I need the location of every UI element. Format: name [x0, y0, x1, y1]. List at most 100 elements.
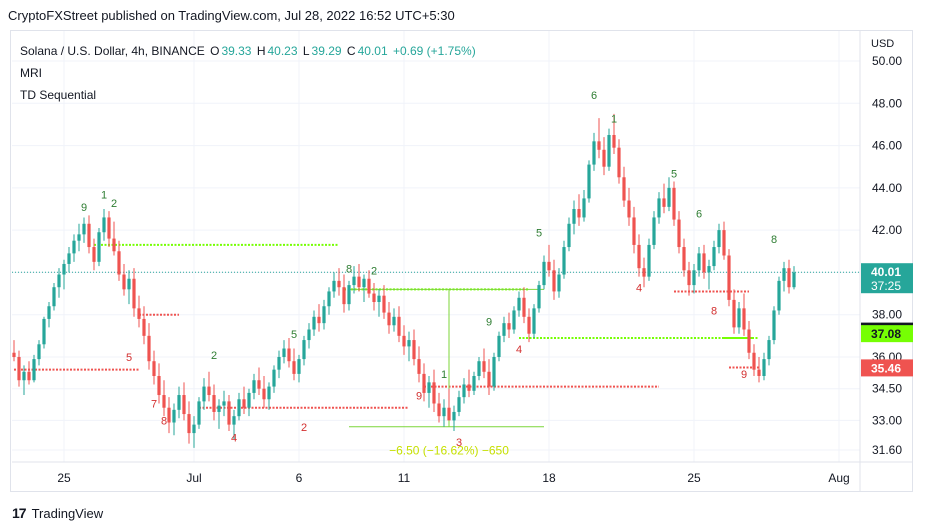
price-label-box: [861, 263, 913, 294]
candle-body: [97, 232, 101, 262]
td-count: 8: [711, 306, 717, 318]
footer[interactable]: 17 TradingView: [12, 505, 103, 521]
candle-body: [767, 340, 771, 360]
legend-indicator-mri[interactable]: MRI: [20, 66, 42, 80]
legend-symbol[interactable]: Solana / U.S. Dollar, 4h, BINANCE: [20, 44, 205, 58]
legend-ohlc-row: Solana / U.S. Dollar, 4h, BINANCE O 39.33…: [20, 40, 478, 62]
candle-body: [342, 287, 346, 305]
legend-close: 40.01: [357, 44, 388, 58]
currency-label[interactable]: USD: [871, 38, 895, 50]
candle-body: [487, 371, 491, 387]
y-tick-label: 50.00: [872, 54, 902, 68]
candle-body: [82, 223, 86, 235]
candle-body: [517, 297, 521, 311]
candle-body: [652, 217, 656, 245]
td-count: 2: [111, 198, 117, 210]
x-tick-label: 25: [57, 471, 71, 485]
candle-body: [292, 361, 296, 374]
candle-body: [137, 308, 141, 319]
candle-body: [397, 316, 401, 336]
candle-body: [477, 361, 481, 377]
candle-body: [567, 223, 571, 248]
candle-body: [472, 376, 476, 391]
candle-body: [232, 416, 236, 425]
td-count: 9: [486, 316, 492, 328]
candle-body: [542, 261, 546, 286]
candle-body: [107, 217, 111, 239]
candle-body: [457, 397, 461, 412]
candle-body: [22, 371, 26, 381]
candle-body: [492, 356, 496, 387]
candle-body: [112, 238, 116, 252]
candle-body: [607, 134, 611, 167]
td-count: 9: [416, 390, 422, 402]
legend-high: 40.23: [267, 44, 298, 58]
candle-body: [557, 274, 561, 292]
candle-body: [262, 388, 266, 400]
candle-body: [387, 312, 391, 326]
td-levels: [14, 243, 759, 409]
candle-body: [182, 395, 186, 415]
td-count: 9: [741, 369, 747, 381]
candle-body: [417, 359, 421, 374]
candle-body: [67, 253, 71, 264]
y-tick-label: 42.00: [872, 223, 902, 237]
td-count: 2: [371, 266, 377, 278]
td-count: 3: [456, 437, 462, 449]
chart-frame: [10, 30, 913, 492]
candle-body: [212, 395, 216, 412]
candle-body: [522, 297, 526, 317]
legend-high-label: H: [256, 44, 266, 58]
candle-body: [287, 348, 291, 362]
candle-body: [47, 306, 51, 319]
price-label-box: [861, 359, 913, 377]
y-tick-label: 38.00: [872, 308, 902, 322]
candle-body: [747, 329, 751, 353]
candle-body: [327, 291, 331, 307]
y-tick-label: 46.00: [872, 139, 902, 153]
candle-body: [432, 382, 436, 404]
candle-body: [647, 244, 651, 277]
td-count: 8: [771, 234, 777, 246]
candle-body: [437, 403, 441, 417]
candle-body: [467, 384, 471, 391]
candle-body: [447, 407, 451, 421]
candle-body: [257, 380, 261, 389]
x-tick-label: 6: [296, 471, 303, 485]
td-count: 4: [636, 282, 642, 294]
candle-body: [592, 141, 596, 165]
candle-body: [722, 230, 726, 256]
candle-body: [527, 316, 531, 334]
candle-body: [242, 399, 246, 408]
candle-body: [687, 270, 691, 286]
x-tick-label: Jul: [186, 471, 201, 485]
candle-body: [667, 187, 671, 207]
legend-indicator-td-sequential[interactable]: TD Sequential: [20, 88, 97, 102]
candle-body: [362, 278, 366, 288]
candle-body: [332, 280, 336, 292]
candle-body: [372, 293, 376, 303]
chart-legend: Solana / U.S. Dollar, 4h, BINANCE O 39.33…: [20, 40, 478, 106]
candle-body: [692, 270, 696, 286]
candle-body: [167, 407, 171, 423]
candle-body: [172, 409, 176, 423]
candle-body: [632, 217, 636, 245]
candle-body: [407, 340, 411, 347]
candle-body: [357, 276, 361, 288]
candle-body: [642, 268, 646, 277]
candle-body: [237, 399, 241, 417]
y-tick-label: 44.00: [872, 181, 902, 195]
candle-body: [587, 164, 591, 199]
candle-body: [322, 306, 326, 324]
price-label-text: 37.08: [871, 327, 901, 341]
candle-body: [207, 386, 211, 396]
candle-body: [537, 285, 541, 309]
candle-body: [772, 310, 776, 341]
td-count: 4: [231, 433, 237, 445]
candle-body: [52, 287, 56, 307]
candle-body: [792, 272, 796, 288]
candle-body: [697, 253, 701, 271]
candle-body: [707, 266, 711, 273]
candle-body: [412, 340, 416, 360]
